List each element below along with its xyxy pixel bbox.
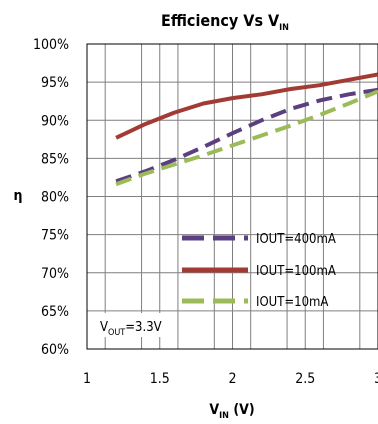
y-tick-labels: 60% 65% 70% 75% 80% 85% 90% 95% 100% — [33, 37, 69, 358]
y-tick-label: 95% — [41, 75, 69, 91]
x-axis-label: VIN (V) — [209, 402, 254, 421]
legend-label: IOUT=10mA — [256, 295, 328, 310]
vout-annotation: VOUT=3.3V — [100, 320, 162, 338]
y-tick-label: 70% — [41, 266, 69, 282]
x-tick-labels: 1 1.5 2 2.5 3 — [83, 371, 378, 387]
chart-title: Efficiency Vs VIN — [161, 11, 289, 33]
y-tick-label: 75% — [41, 228, 69, 244]
y-tick-label: 80% — [41, 190, 69, 206]
annotation-background — [97, 313, 169, 337]
y-tick-label: 90% — [41, 113, 69, 129]
x-tick-label: 3 — [374, 371, 378, 387]
y-tick-label: 60% — [41, 342, 69, 358]
series-line — [115, 89, 378, 187]
series-line — [115, 87, 378, 184]
legend-label: IOUT=100mA — [256, 264, 336, 279]
x-tick-label: 2 — [228, 371, 236, 387]
x-tick-label: 2.5 — [295, 371, 315, 387]
y-tick-label: 100% — [33, 37, 69, 53]
y-tick-label: 85% — [41, 151, 69, 167]
x-tick-label: 1 — [83, 371, 91, 387]
x-tick-label: 1.5 — [150, 371, 170, 387]
plot-frame — [86, 43, 378, 350]
series-layer — [115, 72, 378, 187]
y-tick-label: 65% — [41, 304, 69, 320]
y-axis-label: η — [14, 188, 23, 204]
legend: IOUT=400mA IOUT=100mA IOUT=10mA — [182, 232, 336, 310]
series-line — [115, 72, 378, 140]
legend-label: IOUT=400mA — [256, 232, 336, 247]
